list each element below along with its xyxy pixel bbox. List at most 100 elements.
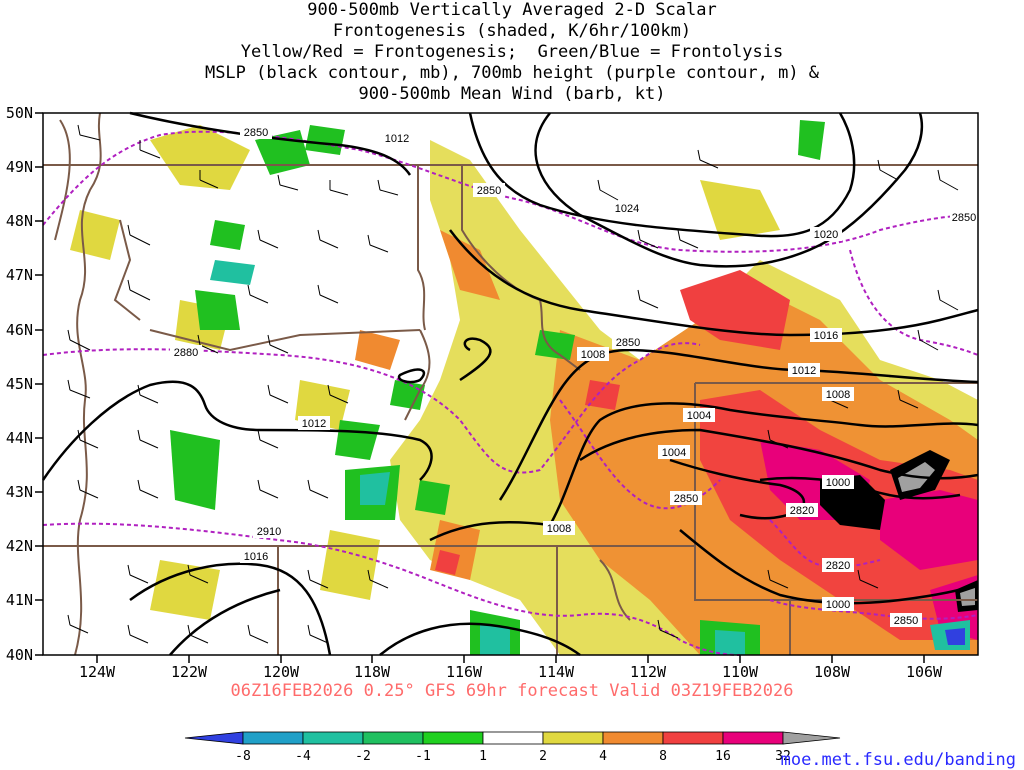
lon-label-116w: 116W — [446, 663, 483, 681]
height-label-2850-nw: 2850 — [240, 125, 272, 139]
mslp-label-1000-north: 1000 — [822, 475, 854, 489]
colorbar-cell-9 — [722, 731, 784, 745]
colorbar-cell-5 — [482, 731, 544, 745]
height-label-2880: 2880 — [170, 345, 202, 359]
lat-label-48n: 48N — [6, 212, 33, 230]
colorbar-label-2: 2 — [539, 749, 547, 764]
colorbar-label-4: 4 — [599, 749, 607, 764]
svg-text:2820: 2820 — [826, 560, 850, 572]
svg-text:2850: 2850 — [244, 127, 268, 139]
mslp-label-1020: 1020 — [810, 227, 842, 241]
svg-text:2850: 2850 — [477, 185, 501, 197]
svg-text:1004: 1004 — [687, 410, 711, 422]
title-line-1: 900-500mb Vertically Averaged 2-D Scalar — [307, 0, 717, 20]
mslp-label-1000-south: 1000 — [822, 597, 854, 611]
mslp-label-1012-east: 1012 — [788, 363, 820, 377]
lat-label-44n: 44N — [6, 429, 33, 447]
colorbar-label-8: 8 — [659, 749, 667, 764]
lon-label-112w: 112W — [630, 663, 667, 681]
lat-label-47n: 47N — [6, 266, 33, 284]
svg-text:2850: 2850 — [616, 337, 640, 349]
colorbar-cell-2 — [302, 731, 364, 745]
svg-text:1000: 1000 — [826, 599, 850, 611]
height-label-2820-south: 2820 — [822, 558, 854, 572]
svg-text:1016: 1016 — [244, 551, 268, 563]
mslp-label-1008-central: 1008 — [577, 347, 609, 361]
height-label-2850-se: 2850 — [890, 613, 922, 627]
lon-label-108w: 108W — [814, 663, 851, 681]
svg-text:2910: 2910 — [257, 526, 281, 538]
mslp-label-1012-west: 1012 — [298, 416, 330, 430]
colorbar-cell-1 — [242, 731, 304, 745]
colorbar-label-m1: -1 — [415, 749, 431, 764]
svg-text:1012: 1012 — [792, 365, 816, 377]
mslp-label-1004-north: 1004 — [683, 408, 715, 422]
svg-text:2850: 2850 — [894, 615, 918, 627]
height-label-2820-north: 2820 — [786, 503, 818, 517]
colorbar-cell-4 — [422, 731, 484, 745]
mslp-label-1012-north: 1012 — [382, 131, 412, 145]
lon-label-106w: 106W — [906, 663, 943, 681]
colorbar-label-32: 32 — [775, 749, 791, 764]
lat-label-50n: 50N — [6, 104, 33, 122]
lat-label-42n: 42N — [6, 537, 33, 555]
lon-label-120w: 120W — [263, 663, 300, 681]
svg-text:2850: 2850 — [952, 212, 976, 224]
svg-text:1000: 1000 — [826, 477, 850, 489]
height-label-2850-central: 2850 — [612, 335, 644, 349]
svg-text:1008: 1008 — [826, 389, 850, 401]
map-title: 900-500mb Vertically Averaged 2-D Scalar… — [0, 0, 1024, 105]
svg-text:1008: 1008 — [547, 523, 571, 535]
mslp-contours — [41, 111, 979, 657]
lat-label-45n: 45N — [6, 375, 33, 393]
title-line-4: MSLP (black contour, mb), 700mb height (… — [204, 63, 820, 83]
svg-text:1012: 1012 — [385, 133, 409, 145]
svg-text:1004: 1004 — [662, 447, 686, 459]
mslp-label-1024: 1024 — [612, 201, 642, 215]
height-label-2850-ne: 2850 — [950, 210, 978, 224]
lon-label-122w: 122W — [171, 663, 208, 681]
colorbar-label-16: 16 — [715, 749, 731, 764]
title-line-3: Yellow/Red = Frontogenesis; Green/Blue =… — [240, 42, 784, 62]
svg-text:2820: 2820 — [790, 505, 814, 517]
lon-label-114w: 114W — [538, 663, 575, 681]
frontogenesis-shading — [70, 120, 978, 655]
colorbar-cell-6 — [542, 731, 604, 745]
svg-text:1008: 1008 — [581, 349, 605, 361]
title-line-5: 900-500mb Mean Wind (barb, kt) — [358, 84, 666, 104]
mslp-label-1016-east: 1016 — [810, 328, 842, 342]
title-line-2: Frontogenesis (shaded, K/6hr/100km) — [332, 21, 692, 41]
height-label-2850-north: 2850 — [473, 183, 505, 197]
colorbar-label-m4: -4 — [295, 749, 311, 764]
lat-label-40n: 40N — [6, 646, 33, 664]
mslp-label-1016-west: 1016 — [240, 549, 272, 563]
height-label-2850-south: 2850 — [670, 491, 702, 505]
credit-link[interactable]: moe.met.fsu.edu/banding — [780, 750, 1016, 770]
lon-label-110w: 110W — [722, 663, 759, 681]
colorbar-label-1: 1 — [479, 749, 487, 764]
political-borders — [43, 112, 978, 656]
svg-text:1016: 1016 — [814, 330, 838, 342]
colorbar-label-m8: -8 — [235, 749, 251, 764]
lat-label-41n: 41N — [6, 591, 33, 609]
mslp-label-1008-south: 1008 — [543, 521, 575, 535]
height-label-2910: 2910 — [253, 524, 285, 538]
svg-text:1020: 1020 — [814, 229, 838, 241]
lat-label-46n: 46N — [6, 321, 33, 339]
lon-label-124w: 124W — [79, 663, 116, 681]
lon-label-118w: 118W — [354, 663, 391, 681]
svg-text:2880: 2880 — [174, 347, 198, 359]
colorbar-cell-7 — [602, 731, 664, 745]
wind-barbs — [67, 124, 959, 644]
svg-text:2850: 2850 — [674, 493, 698, 505]
lat-label-49n: 49N — [6, 158, 33, 176]
colorbar-cell-8 — [662, 731, 724, 745]
colorbar-cell-gt-32 — [782, 731, 841, 745]
forecast-run-info: 06Z16FEB2026 0.25° GFS 69hr forecast Val… — [230, 681, 794, 701]
colorbar-label-m2: -2 — [355, 749, 371, 764]
longitude-axis: 124W 122W 120W 118W 116W 114W 112W 110W … — [79, 655, 943, 681]
colorbar-cell-lt-8 — [184, 731, 244, 745]
mslp-label-1008-east: 1008 — [822, 387, 854, 401]
svg-text:1024: 1024 — [615, 203, 639, 215]
